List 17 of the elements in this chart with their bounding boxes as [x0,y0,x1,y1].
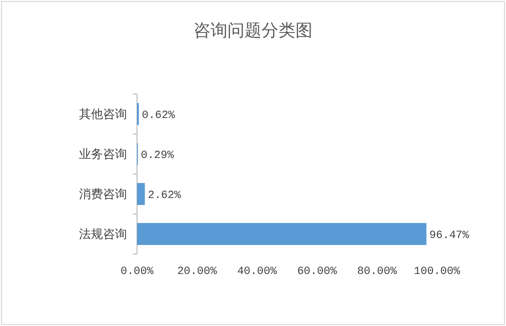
data-label: 2.62% [148,190,182,202]
bar [137,183,145,205]
data-label: 96.47% [429,230,470,242]
data-label: 0.29% [140,150,174,162]
data-label: 0.62% [142,110,176,122]
x-tick-label: 0.00% [120,266,154,278]
y-tick-label: 消费咨询 [79,187,127,201]
y-tick-label: 业务咨询 [79,147,127,161]
x-tick-label: 100.00% [414,266,460,278]
y-tick-label: 其他咨询 [79,107,127,121]
x-tick-label: 80.00% [357,266,398,278]
y-tick-label: 法规咨询 [79,227,127,241]
x-tick-label: 40.00% [237,266,278,278]
x-tick-label: 60.00% [297,266,338,278]
chart-title: 咨询问题分类图 [194,21,312,41]
x-tick-label: 20.00% [177,266,218,278]
bar [137,223,426,245]
